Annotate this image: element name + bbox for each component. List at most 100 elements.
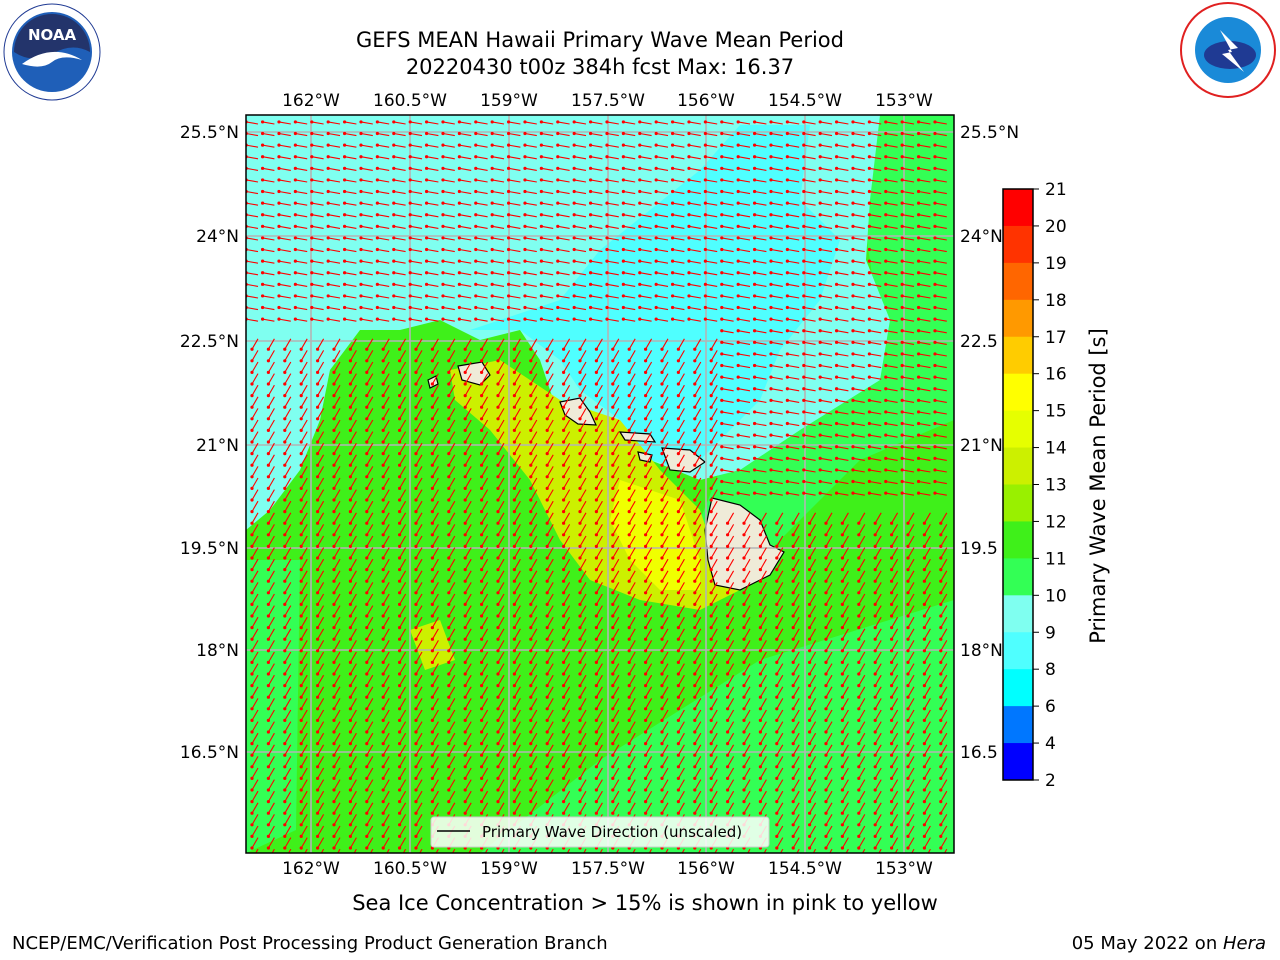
direction-arrow-head	[867, 143, 871, 147]
direction-arrow	[349, 779, 357, 791]
direction-arrow	[246, 190, 259, 195]
direction-arrow-head	[660, 393, 664, 398]
direction-arrow-head	[834, 131, 839, 136]
direction-arrow	[415, 651, 423, 663]
direction-arrow-head	[611, 602, 615, 606]
direction-arrow	[497, 663, 505, 675]
direction-arrow	[841, 547, 849, 559]
direction-arrow-head	[332, 451, 336, 456]
direction-arrow-head	[644, 765, 648, 769]
direction-arrow	[557, 272, 570, 276]
direction-arrow-head	[332, 660, 336, 664]
direction-arrow	[251, 709, 259, 721]
direction-arrow-head	[933, 166, 937, 170]
direction-arrow	[738, 225, 751, 229]
direction-arrow	[776, 524, 784, 536]
direction-arrow	[431, 361, 439, 373]
direction-arrow-head	[463, 533, 467, 537]
direction-arrow	[448, 674, 456, 686]
direction-arrow-head	[736, 213, 740, 217]
direction-arrow-head	[687, 189, 691, 194]
direction-arrow	[590, 179, 603, 183]
direction-arrow-head	[572, 224, 576, 228]
direction-arrow-head	[316, 463, 320, 467]
direction-arrow	[267, 384, 275, 396]
direction-arrow	[442, 260, 455, 264]
direction-arrow	[606, 214, 619, 218]
direction-arrow-head	[916, 155, 921, 159]
direction-arrow-head	[916, 491, 921, 495]
direction-arrow	[262, 248, 275, 253]
direction-arrow	[497, 651, 505, 663]
direction-arrow	[333, 756, 341, 768]
direction-arrow-head	[430, 567, 434, 572]
direction-arrow-head	[851, 352, 855, 356]
direction-arrow-head	[381, 637, 385, 641]
direction-arrow	[628, 419, 636, 431]
direction-arrow-head	[332, 556, 336, 560]
direction-arrow-head	[611, 707, 615, 711]
direction-arrow	[497, 350, 505, 362]
direction-arrow-head	[687, 213, 691, 217]
direction-arrow	[415, 640, 423, 652]
direction-arrow-head	[562, 649, 566, 653]
direction-arrow-head	[381, 591, 385, 595]
direction-arrow-head	[922, 672, 927, 676]
direction-arrow-head	[703, 201, 707, 205]
direction-arrow-head	[906, 707, 910, 711]
direction-arrow-head	[562, 614, 566, 618]
direction-arrow-head	[523, 236, 527, 240]
direction-arrow	[852, 341, 865, 345]
direction-arrow	[464, 535, 472, 547]
direction-arrow-head	[769, 224, 773, 228]
direction-arrow	[481, 698, 489, 710]
direction-arrow-head	[430, 533, 434, 537]
direction-arrow	[278, 156, 291, 160]
direction-arrow-head	[556, 259, 560, 263]
direction-arrow-head	[441, 178, 445, 182]
direction-arrow	[508, 295, 521, 299]
direction-arrow-head	[818, 479, 822, 484]
direction-arrow	[524, 225, 537, 229]
direction-arrow-head	[332, 347, 336, 351]
direction-arrow	[595, 744, 603, 756]
direction-arrow-head	[266, 405, 270, 409]
direction-arrow	[464, 674, 472, 686]
direction-arrow	[874, 651, 882, 663]
direction-arrow	[885, 411, 898, 415]
direction-arrow	[399, 396, 407, 408]
direction-arrow	[415, 779, 423, 791]
direction-arrow	[918, 399, 931, 403]
direction-arrow	[579, 570, 587, 582]
direction-arrow	[792, 605, 800, 617]
direction-arrow-head	[578, 428, 582, 432]
direction-arrow-head	[266, 509, 270, 514]
direction-arrow-head	[933, 410, 937, 414]
direction-arrow-head	[594, 602, 599, 606]
direction-arrow-head	[365, 753, 369, 757]
direction-arrow	[464, 767, 472, 779]
direction-arrow	[902, 156, 915, 160]
direction-arrow	[869, 492, 882, 496]
direction-arrow-head	[266, 591, 270, 595]
direction-arrow	[776, 535, 784, 547]
direction-arrow	[705, 283, 718, 287]
direction-arrow	[595, 419, 603, 431]
direction-arrow-head	[611, 370, 615, 374]
direction-arrow-head	[277, 201, 281, 205]
direction-arrow	[246, 202, 259, 206]
direction-arrow-head	[398, 567, 402, 572]
direction-arrow-head	[818, 363, 822, 368]
direction-arrow	[803, 399, 816, 403]
direction-arrow	[295, 167, 308, 171]
direction-arrow-head	[529, 405, 533, 409]
direction-arrow-head	[726, 788, 730, 792]
direction-arrow	[393, 225, 406, 229]
direction-arrow	[661, 640, 669, 652]
direction-arrow	[508, 260, 521, 264]
direction-arrow-head	[736, 340, 740, 344]
direction-arrow-head	[332, 393, 336, 398]
direction-arrow	[705, 179, 718, 183]
direction-arrow	[694, 547, 702, 559]
direction-arrow-head	[884, 294, 888, 298]
